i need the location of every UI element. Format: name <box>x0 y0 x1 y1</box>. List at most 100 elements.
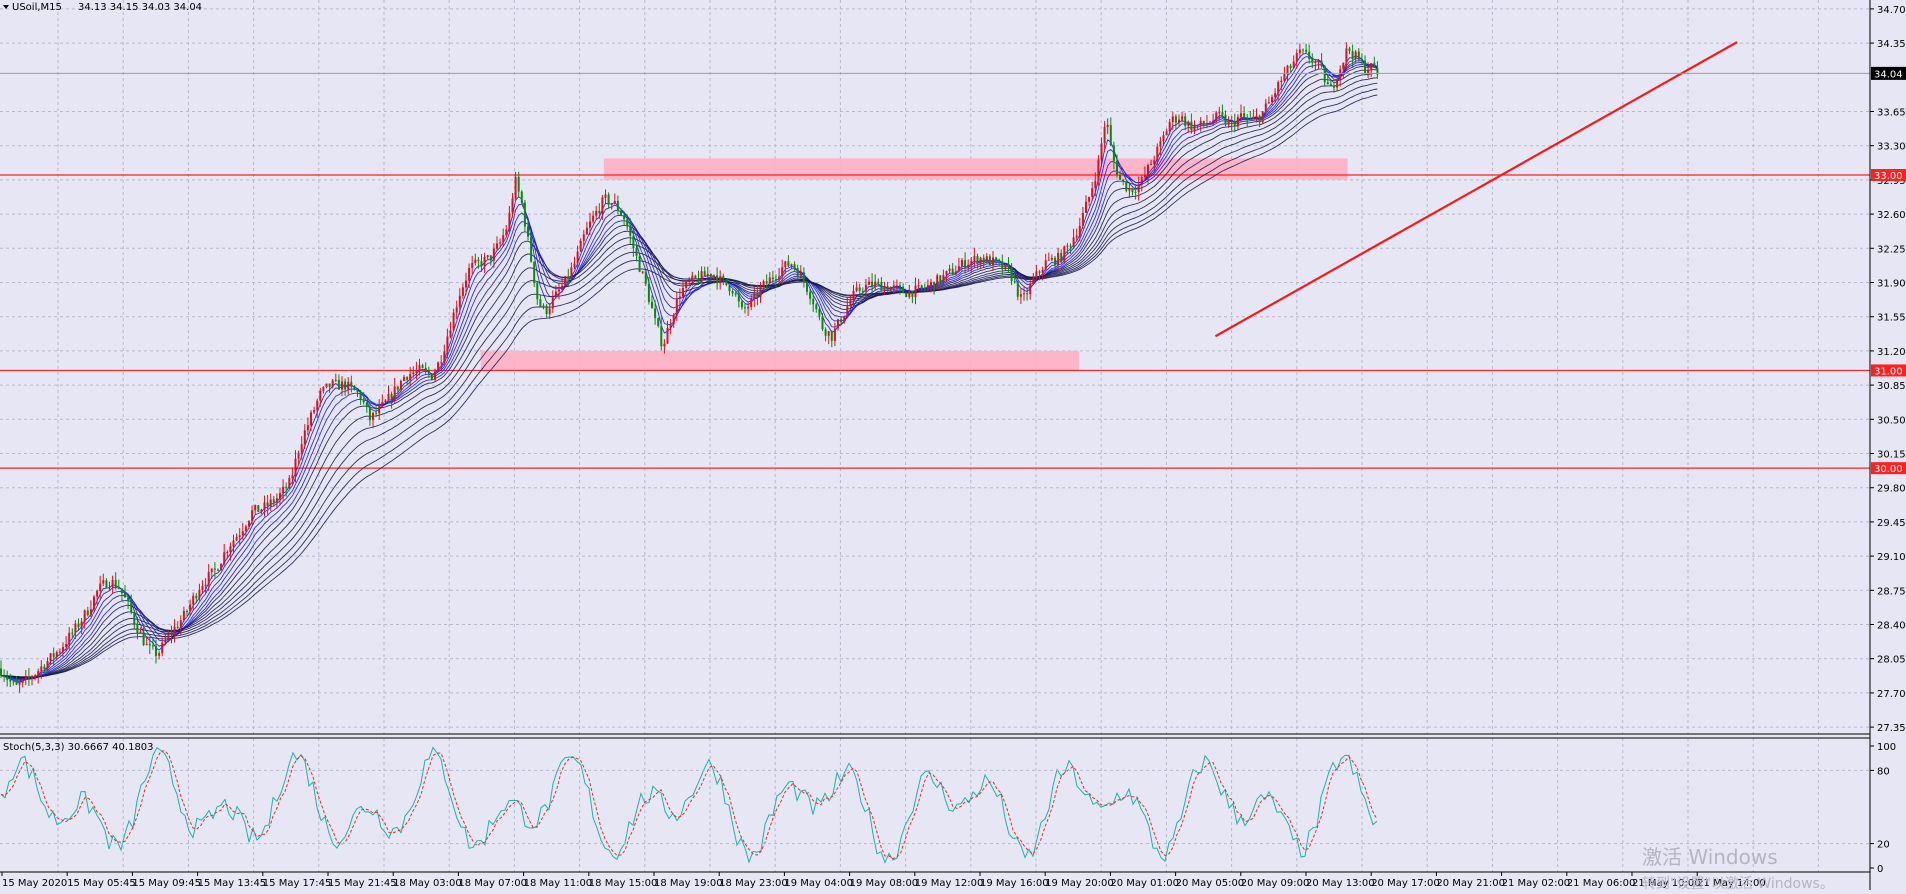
candle-body <box>982 257 985 263</box>
candle-body <box>365 402 368 407</box>
candle-body <box>731 290 734 294</box>
candle-body <box>275 498 278 503</box>
candle-body <box>232 540 235 547</box>
candle-body <box>303 430 306 445</box>
candle-body <box>210 568 213 573</box>
candle-body <box>585 227 588 235</box>
candle-body <box>0 668 2 676</box>
candle-body <box>623 215 626 220</box>
candle-body <box>58 651 61 653</box>
trendline[interactable] <box>1214 41 1738 338</box>
candle-body <box>570 267 573 279</box>
time-tick-label: 18 May 23:00 <box>719 878 788 889</box>
candle-body <box>734 293 737 295</box>
candle-body <box>1295 52 1298 62</box>
candle-body <box>1292 61 1295 68</box>
candle-body <box>1181 116 1184 120</box>
candle-body <box>589 221 591 228</box>
candle-body <box>561 285 564 290</box>
candle-body <box>399 380 402 390</box>
candle-body <box>266 502 269 507</box>
candle-body <box>908 290 911 298</box>
candle-body <box>1013 281 1016 283</box>
candle-body <box>1348 48 1351 52</box>
candle-body <box>725 279 728 286</box>
menu-triangle-icon[interactable] <box>3 5 9 9</box>
candle-body <box>899 285 901 287</box>
candle-body <box>827 331 830 336</box>
candle-body <box>886 286 889 291</box>
time-tick-label: 20 May 05:00 <box>1176 878 1245 889</box>
candle-body <box>545 305 548 314</box>
candle-body <box>306 425 309 431</box>
candle-body <box>877 281 880 283</box>
candle-body <box>176 626 179 628</box>
candle-body <box>799 272 802 278</box>
candle-body <box>1367 70 1370 74</box>
candle-body <box>796 268 799 278</box>
candle-body <box>1116 160 1118 175</box>
price-axis: 34.70 34.35 33.65 33.30 32.95 32.60 32.25 31.90… <box>1870 5 1906 734</box>
candle-body <box>1224 114 1227 125</box>
candle-body <box>71 632 74 634</box>
candle-body <box>300 444 303 453</box>
stoch-axis: 100 80 20 0 <box>1870 742 1896 875</box>
candle-body <box>930 281 932 286</box>
candle-body <box>527 226 529 237</box>
candle-body <box>430 373 433 380</box>
horizontal-levels <box>0 174 1870 469</box>
candle-body <box>1134 191 1137 193</box>
candle-body <box>1221 112 1224 115</box>
candle-body <box>517 176 520 192</box>
price-tick-label: 32.60 <box>1877 210 1906 221</box>
candle-body <box>508 212 511 230</box>
candle-body <box>1326 82 1329 85</box>
candle-body <box>1174 116 1177 123</box>
candle-body <box>533 261 536 283</box>
candle-body <box>1078 225 1081 236</box>
candle-body <box>37 671 40 676</box>
candle-body <box>688 280 691 282</box>
candle-body <box>573 263 576 268</box>
candle-body <box>437 362 440 372</box>
candle-body <box>241 531 244 536</box>
candle-body <box>105 580 108 588</box>
candle-body <box>802 272 805 282</box>
candle-body <box>1038 271 1041 273</box>
candle-body <box>709 273 712 277</box>
candle-body <box>601 197 604 214</box>
candle-body <box>954 271 957 275</box>
price-tick-label: 31.20 <box>1877 347 1906 358</box>
candle-body <box>945 270 948 275</box>
candle-body <box>226 551 229 553</box>
candle-body <box>96 590 99 597</box>
candle-body <box>1128 188 1131 191</box>
current-price-value: 34.04 <box>1874 69 1903 80</box>
candle-body <box>812 298 815 305</box>
candle-body <box>967 264 970 269</box>
candle-body <box>759 287 762 298</box>
candle-body <box>291 475 294 479</box>
candle-body <box>620 210 622 216</box>
candle-body <box>496 243 498 249</box>
candle-body <box>471 263 474 268</box>
candle-body <box>1252 116 1255 119</box>
candle-body <box>1317 60 1320 62</box>
candle-body <box>1019 294 1022 297</box>
candle-body <box>1230 121 1233 123</box>
candle-body <box>976 256 979 265</box>
candle-body <box>1122 179 1125 182</box>
candle-body <box>992 257 994 266</box>
candle-body <box>1072 237 1075 247</box>
candle-body <box>598 210 601 214</box>
candle-body <box>145 644 148 646</box>
candle-body <box>161 642 164 654</box>
candle-body <box>158 653 161 656</box>
uptrend-line[interactable] <box>1214 41 1738 338</box>
candle-body <box>111 579 114 588</box>
time-tick-label: 18 May 19:00 <box>654 878 723 889</box>
candle-body <box>1131 188 1134 192</box>
candle-body <box>127 597 130 601</box>
candle-body <box>1277 82 1280 94</box>
